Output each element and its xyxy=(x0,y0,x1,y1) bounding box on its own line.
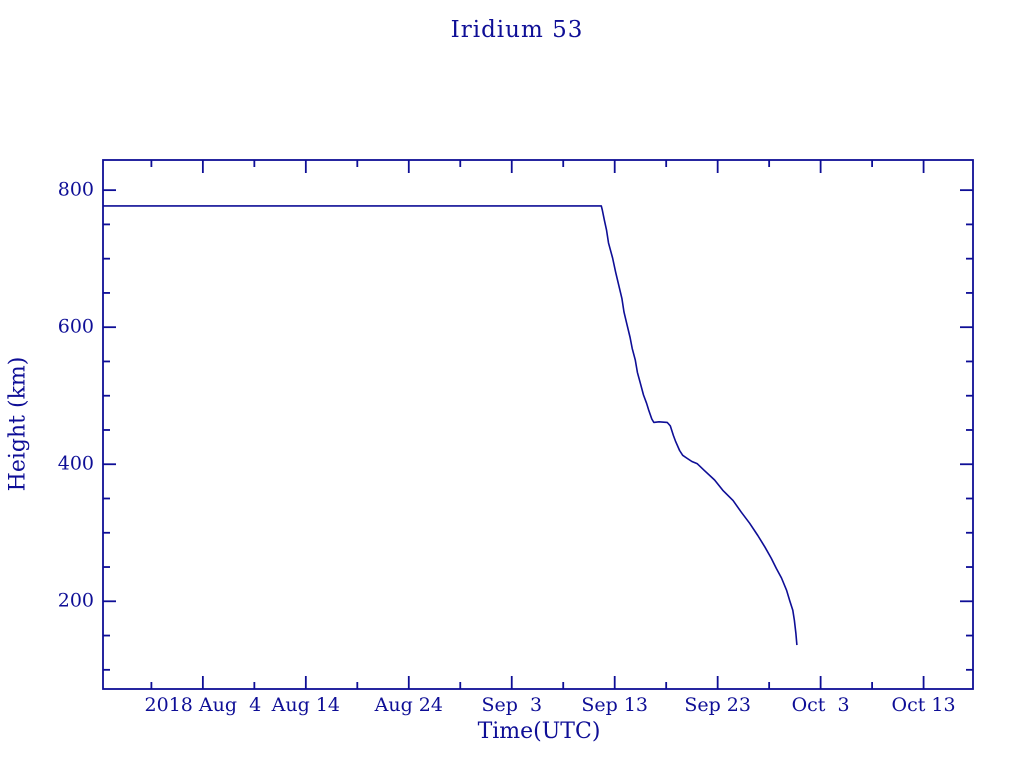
chart-title: Iridium 53 xyxy=(450,17,584,43)
plot-frame xyxy=(102,159,974,690)
y-tick-label: 800 xyxy=(57,178,94,201)
x-tick-label: Aug 24 xyxy=(374,694,443,716)
y-tick-label: 200 xyxy=(57,589,94,612)
y-tick-label: 600 xyxy=(57,315,94,338)
y-tick-label: 400 xyxy=(57,452,94,475)
x-tick-label: Sep 23 xyxy=(684,694,751,716)
x-tick-label: Sep 13 xyxy=(581,694,649,716)
x-tick-label: Sep 3 xyxy=(481,694,543,716)
x-axis-title: Time(UTC) xyxy=(477,719,601,744)
x-tick-label: 2018 Aug 4 xyxy=(144,694,262,716)
x-tick-label: Oct 3 xyxy=(791,694,850,716)
x-tick-label: Oct 13 xyxy=(891,694,956,716)
x-tick-label: Aug 14 xyxy=(271,694,340,716)
height-curve xyxy=(103,205,798,646)
